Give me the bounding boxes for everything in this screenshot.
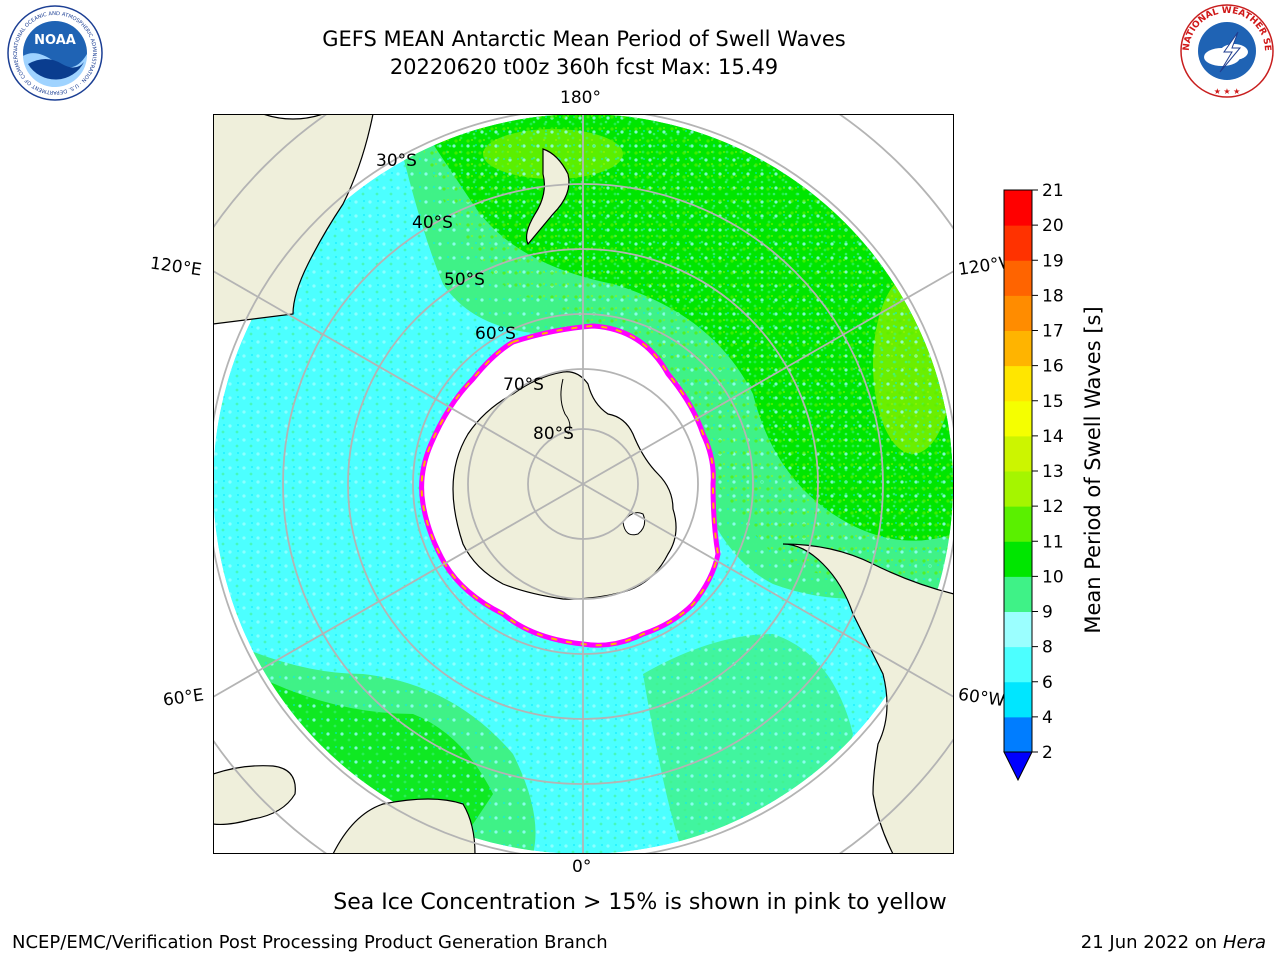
colorbar-swatch bbox=[1004, 541, 1032, 577]
noaa-logo-text: NOAA bbox=[34, 33, 76, 48]
colorbar-tick-label: 15 bbox=[1042, 392, 1064, 412]
lat-label-80s: 80°S bbox=[533, 424, 574, 444]
colorbar-tick-label: 6 bbox=[1042, 673, 1053, 693]
colorbar-swatch bbox=[1004, 611, 1032, 648]
lat-label-40s: 40°S bbox=[412, 213, 453, 233]
colorbar-swatch bbox=[1004, 681, 1032, 718]
colorbar-tick-label: 9 bbox=[1042, 603, 1053, 623]
colorbar-tick-label: 13 bbox=[1042, 462, 1064, 482]
colorbar-swatch bbox=[1004, 716, 1032, 753]
colorbar-swatch bbox=[1004, 225, 1032, 261]
new-zealand bbox=[525, 148, 570, 246]
title-line-1: GEFS MEAN Antarctic Mean Period of Swell… bbox=[322, 27, 846, 51]
lon-label-180: 180° bbox=[560, 88, 601, 108]
title-line-2: 20220620 t00z 360h fcst Max: 15.49 bbox=[389, 55, 779, 79]
footer-machine: Hera bbox=[1222, 932, 1266, 953]
lat-label-50s: 50°S bbox=[444, 270, 485, 290]
colorbar-swatch bbox=[1004, 295, 1032, 331]
polar-map bbox=[213, 114, 954, 854]
colorbar-swatch bbox=[1004, 506, 1032, 542]
map-panel bbox=[213, 114, 954, 854]
colorbar-tick-label: 2 bbox=[1042, 743, 1053, 763]
colorbar-ticks: 2 4 6 8 9 10 11 12 13 14 15 16 17 18 19 20 21 bbox=[1032, 181, 1064, 763]
lon-label-0: 0° bbox=[572, 857, 592, 877]
colorbar-tick-label: 17 bbox=[1042, 322, 1064, 342]
colorbar-tick-label: 8 bbox=[1042, 638, 1053, 658]
lon-label-120e: 120°E bbox=[148, 253, 203, 281]
colorbar: 2 4 6 8 9 10 11 12 13 14 15 16 17 18 19 20 21 Mean Perio… bbox=[1003, 181, 1105, 782]
lat-label-70s: 70°S bbox=[503, 375, 544, 395]
madagascar bbox=[213, 765, 296, 826]
colorbar-swatch bbox=[1004, 365, 1032, 402]
nws-stars: ★ ★ ★ bbox=[1214, 87, 1241, 96]
colorbar-tick-label: 21 bbox=[1042, 181, 1064, 201]
colorbar-swatch bbox=[1004, 190, 1032, 226]
graticule bbox=[213, 114, 954, 854]
colorbar-swatches bbox=[1003, 189, 1033, 782]
footer-date: 21 Jun 2022 on Hera bbox=[1081, 932, 1266, 953]
nws-logo: NATIONAL WEATHER SERVICE ★ ★ ★ bbox=[1176, 2, 1274, 98]
south-america bbox=[782, 543, 954, 854]
colorbar-swatch bbox=[1004, 260, 1032, 296]
colorbar-label: Mean Period of Swell Waves [s] bbox=[1081, 306, 1105, 633]
colorbar-under-triangle bbox=[1003, 751, 1033, 782]
colorbar-swatch bbox=[1004, 471, 1032, 507]
colorbar-tick-label: 11 bbox=[1042, 532, 1064, 552]
australia bbox=[213, 114, 374, 325]
colorbar-tick-label: 16 bbox=[1042, 357, 1064, 377]
noaa-logo: NATIONAL OCEANIC AND ATMOSPHERIC ADMINIS… bbox=[6, 4, 103, 101]
colorbar-tick-label: 14 bbox=[1042, 427, 1064, 447]
colorbar-tick-label: 12 bbox=[1042, 497, 1064, 517]
colorbar-tick-label: 10 bbox=[1042, 567, 1064, 587]
lat-label-30s: 30°S bbox=[376, 151, 417, 171]
sea-ice-edge-orange bbox=[420, 324, 720, 647]
colorbar-swatch bbox=[1004, 400, 1032, 437]
lat-label-60s: 60°S bbox=[475, 324, 516, 344]
colorbar-tick-label: 19 bbox=[1042, 251, 1064, 271]
meridian-120e bbox=[213, 270, 584, 485]
colorbar-swatch bbox=[1004, 576, 1032, 612]
colorbar-tick-label: 20 bbox=[1042, 216, 1064, 236]
meridian-120w bbox=[582, 270, 954, 485]
meridian-60e bbox=[213, 483, 584, 698]
colorbar-swatch bbox=[1004, 330, 1032, 367]
meridian-60w bbox=[582, 483, 954, 698]
footer-credit: NCEP/EMC/Verification Post Processing Pr… bbox=[12, 932, 608, 953]
colorbar-swatch bbox=[1004, 435, 1032, 472]
lon-label-60e: 60°E bbox=[161, 685, 206, 711]
footer-date-text: 21 Jun 2022 on bbox=[1080, 932, 1218, 953]
sea-ice-note: Sea Ice Concentration > 15% is shown in … bbox=[333, 890, 947, 915]
colorbar-tick-label: 18 bbox=[1042, 286, 1064, 306]
africa bbox=[332, 798, 476, 854]
colorbar-swatch bbox=[1004, 646, 1032, 683]
ross-shelf-line bbox=[560, 378, 571, 435]
colorbar-tick-label: 4 bbox=[1042, 708, 1053, 728]
